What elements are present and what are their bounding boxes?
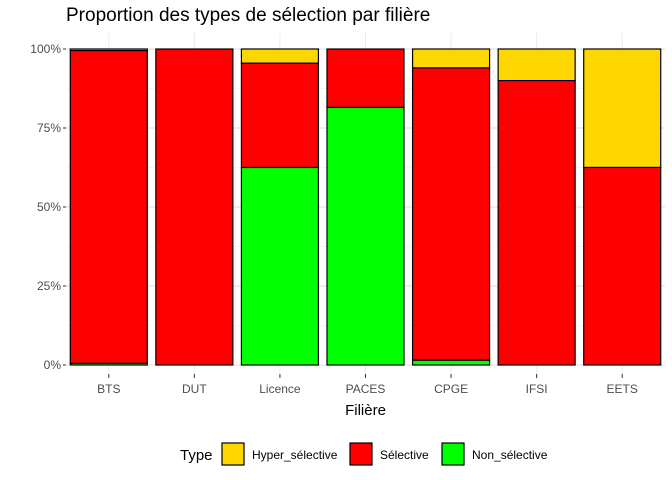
- x-tick-label: BTS: [97, 382, 120, 396]
- bar-segment: [155, 48, 234, 366]
- y-tick-label: 0%: [44, 358, 62, 372]
- legend-swatch: [441, 442, 465, 466]
- y-tick-label: 50%: [37, 200, 61, 214]
- x-tick-label: DUT: [182, 382, 207, 396]
- bar-segment: [326, 48, 405, 109]
- x-tick-label: EETS: [607, 382, 638, 396]
- legend: Type Hyper_sélective Sélective Non_sélectiv…: [180, 442, 548, 466]
- x-tick-label: CPGE: [434, 382, 468, 396]
- bar-segment: [69, 362, 148, 366]
- bar-segment: [411, 48, 491, 69]
- bar-segment: [240, 166, 320, 366]
- bar-segment: [411, 67, 491, 361]
- x-tick-label: IFSI: [526, 382, 548, 396]
- bar-segment: [583, 48, 662, 169]
- bar-segment: [411, 359, 491, 366]
- bar-segment: [326, 106, 405, 366]
- y-tick-label: 25%: [37, 279, 61, 293]
- legend-label: Sélective: [380, 448, 429, 462]
- y-axis: 0% 25% 50% 75% 100%: [30, 42, 66, 372]
- legend-label: Non_sélective: [472, 448, 548, 462]
- bar-segment: [497, 48, 576, 82]
- x-axis-title: Filière: [345, 402, 386, 419]
- x-tick-label: Licence: [259, 382, 301, 396]
- legend-title: Type: [180, 447, 213, 464]
- bar-segment: [497, 79, 576, 366]
- legend-swatch: [221, 442, 245, 466]
- bar-segment: [583, 166, 662, 366]
- y-tick-label: 75%: [37, 121, 61, 135]
- legend-label: Hyper_sélective: [252, 448, 338, 462]
- bar-segment: [240, 48, 320, 64]
- bars: [69, 48, 662, 366]
- legend-swatch: [349, 442, 373, 466]
- x-tick-label: PACES: [346, 382, 386, 396]
- bar-segment: [69, 49, 148, 365]
- bar-segment: [240, 62, 320, 169]
- x-axis: BTS DUT Licence PACES CPGE IFSI EETS: [97, 374, 638, 396]
- chart-title: Proportion des types de sélection par fi…: [66, 5, 430, 26]
- y-tick-label: 100%: [30, 42, 61, 56]
